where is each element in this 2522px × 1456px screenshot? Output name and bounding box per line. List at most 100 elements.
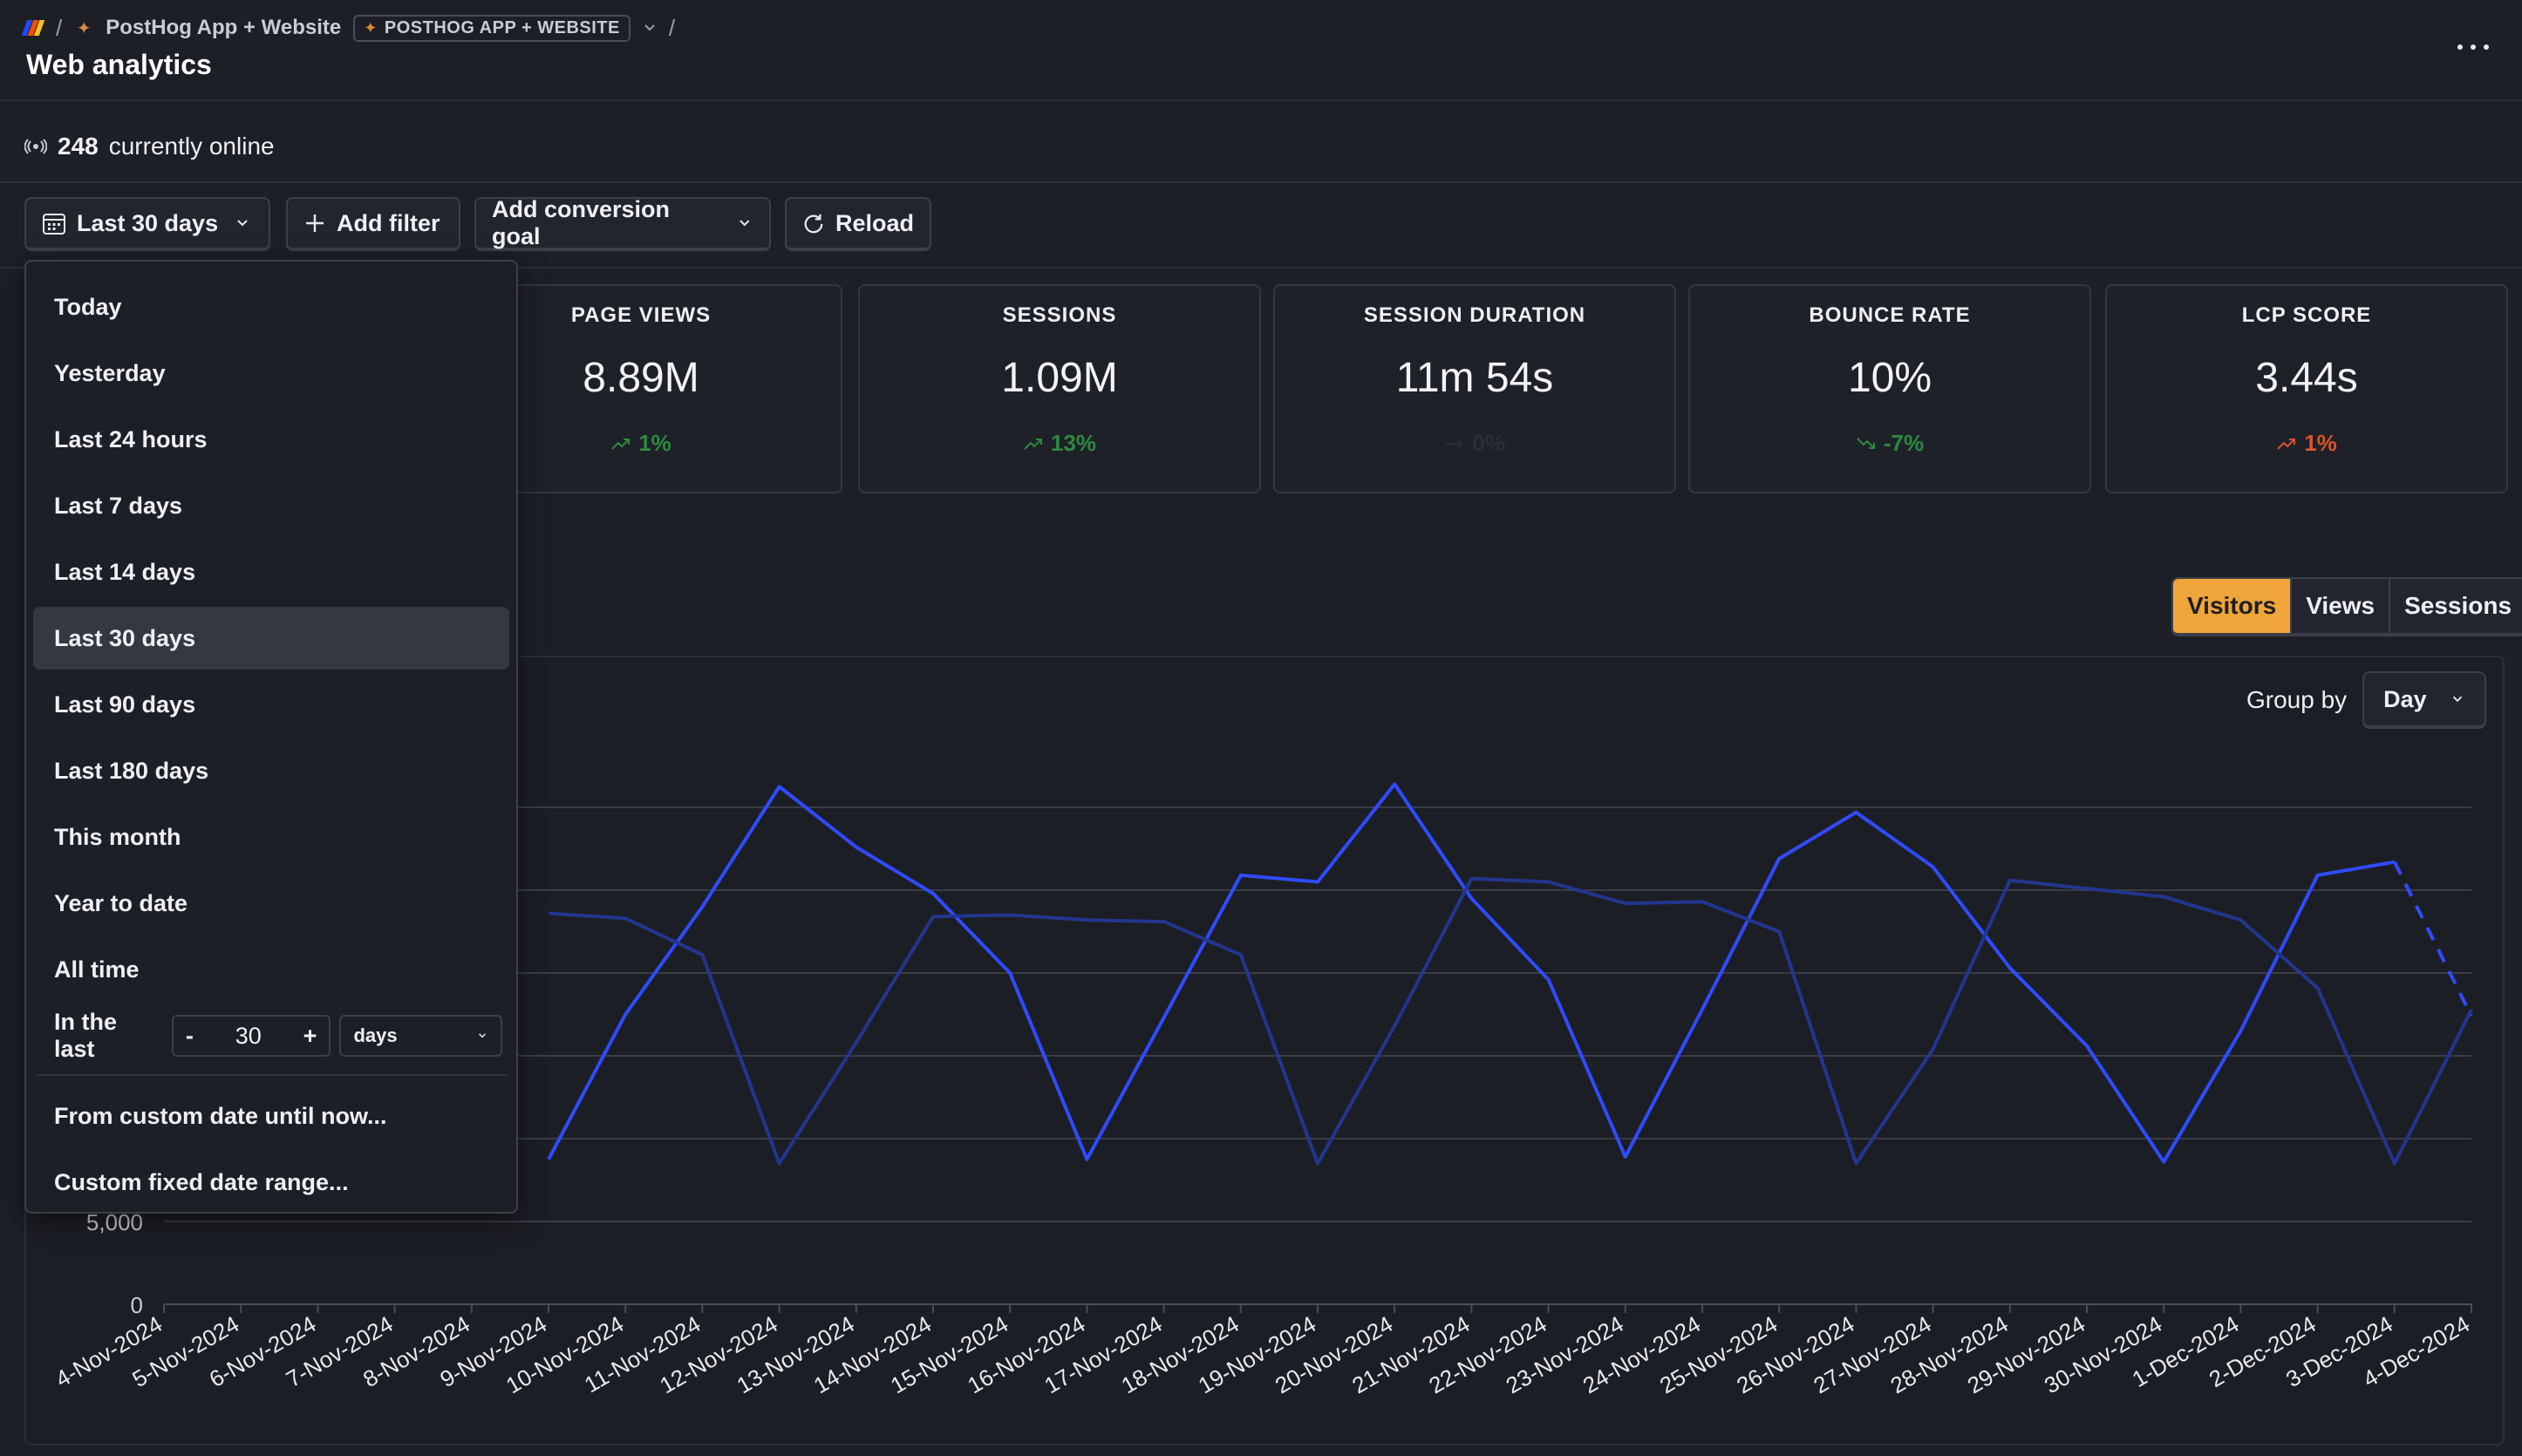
stat-card-lcp-score[interactable]: LCP SCORE 3.44s 1% bbox=[2105, 284, 2508, 493]
trend-up-icon bbox=[1024, 438, 1042, 450]
menu-item-today[interactable]: Today bbox=[54, 293, 122, 320]
menu-item-last-24-hours[interactable]: Last 24 hours bbox=[54, 425, 208, 452]
chevron-down-icon bbox=[740, 220, 750, 227]
stat-value: 8.89M bbox=[583, 355, 699, 401]
page-title: Web analytics bbox=[26, 49, 212, 80]
dot-icon bbox=[2457, 44, 2463, 50]
date-range-menu: Today Yesterday Last 24 hours Last 7 day… bbox=[24, 260, 518, 1214]
breadcrumb-separator: / bbox=[668, 14, 676, 41]
menu-item-last-90-days[interactable]: Last 90 days bbox=[54, 691, 196, 718]
stat-change-value: 0% bbox=[1472, 430, 1505, 456]
party-popper-icon: ✦ bbox=[364, 18, 378, 37]
stat-value: 11m 54s bbox=[1395, 355, 1554, 401]
more-options-button[interactable] bbox=[2452, 31, 2494, 63]
in-the-last-row: In the last - 30 + days bbox=[54, 1009, 502, 1062]
stat-change-value: 1% bbox=[638, 430, 671, 456]
menu-item-all-time[interactable]: All time bbox=[54, 956, 140, 983]
top-bar bbox=[0, 0, 2522, 101]
stat-label: LCP SCORE bbox=[2241, 303, 2372, 327]
increment-button[interactable]: + bbox=[303, 1022, 317, 1049]
divider bbox=[0, 181, 2522, 183]
tab-visitors[interactable]: Visitors bbox=[2173, 579, 2291, 633]
menu-divider bbox=[37, 1074, 508, 1076]
trend-up-icon bbox=[2277, 438, 2296, 450]
menu-item-last-7-days[interactable]: Last 7 days bbox=[54, 492, 183, 519]
online-count: 248 bbox=[58, 133, 99, 160]
add-filter-button[interactable]: Add filter bbox=[286, 197, 460, 251]
tab-sessions[interactable]: Sessions bbox=[2389, 579, 2522, 633]
trend-flat-icon bbox=[1446, 438, 1463, 449]
stat-change: -7% bbox=[1856, 430, 1924, 457]
stat-change: 1% bbox=[610, 430, 671, 457]
stat-card-session-duration[interactable]: SESSION DURATION 11m 54s 0% bbox=[1273, 284, 1676, 493]
group-by-select[interactable]: Day bbox=[2362, 671, 2486, 729]
series-line-incomplete-segment bbox=[2393, 861, 2473, 1017]
stat-change-value: 1% bbox=[2304, 430, 2337, 456]
trend-down-icon bbox=[1857, 437, 1875, 449]
stat-label: BOUNCE RATE bbox=[1809, 303, 1971, 327]
dot-icon bbox=[2471, 44, 2476, 50]
live-users-indicator: 248 currently online bbox=[24, 133, 275, 160]
stat-card-bounce-rate[interactable]: BOUNCE RATE 10% -7% bbox=[1688, 284, 2091, 493]
menu-item-this-month[interactable]: This month bbox=[54, 823, 181, 850]
in-the-last-unit-select[interactable]: days bbox=[339, 1015, 502, 1057]
tab-views[interactable]: Views bbox=[2290, 579, 2389, 633]
chart-metric-tabs: Visitors Views Sessions bbox=[2171, 577, 2522, 636]
broadcast-icon bbox=[24, 139, 47, 154]
group-by-label: Group by bbox=[2246, 686, 2348, 713]
in-the-last-stepper[interactable]: - 30 + bbox=[171, 1015, 331, 1057]
stat-value: 3.44s bbox=[2255, 355, 2358, 401]
divider bbox=[0, 267, 2522, 269]
series-line-1 bbox=[548, 876, 2473, 1166]
reload-label: Reload bbox=[835, 209, 914, 236]
reload-icon bbox=[804, 214, 823, 234]
in-the-last-value[interactable]: 30 bbox=[235, 1022, 262, 1049]
add-filter-label: Add filter bbox=[337, 209, 440, 236]
party-popper-icon: ✦ bbox=[76, 18, 92, 38]
chevron-down-icon bbox=[2452, 696, 2462, 703]
stat-value: 1.09M bbox=[1001, 355, 1118, 401]
environment-badge-label: POSTHOG APP + WEBSITE bbox=[384, 17, 620, 37]
stat-change: 0% bbox=[1444, 430, 1505, 457]
stat-label: PAGE VIEWS bbox=[570, 303, 712, 327]
unit-value: days bbox=[353, 1024, 398, 1046]
date-range-button[interactable]: Last 30 days bbox=[24, 197, 270, 251]
menu-item-last-30-days[interactable]: Last 30 days bbox=[33, 607, 509, 670]
y-tick-label: 5,000 bbox=[86, 1209, 143, 1235]
stat-label: SESSION DURATION bbox=[1363, 303, 1586, 327]
stat-change-value: 13% bbox=[1050, 430, 1097, 456]
chevron-down-icon bbox=[237, 220, 248, 227]
menu-item-yesterday[interactable]: Yesterday bbox=[54, 359, 166, 386]
stat-label: SESSIONS bbox=[1002, 303, 1117, 327]
in-the-last-label: In the last bbox=[54, 1009, 117, 1062]
breadcrumb: / ✦ PostHog App + Website ✦ POSTHOG APP … bbox=[21, 12, 676, 44]
group-by-control: Group by Day bbox=[2246, 671, 2486, 729]
stat-card-sessions[interactable]: SESSIONS 1.09M 13% bbox=[858, 284, 1261, 493]
group-by-value: Day bbox=[2383, 685, 2427, 712]
reload-button[interactable]: Reload bbox=[785, 197, 931, 251]
menu-item-custom-fixed-range[interactable]: Custom fixed date range... bbox=[54, 1168, 349, 1195]
plus-icon bbox=[306, 214, 324, 232]
date-range-label: Last 30 days bbox=[77, 209, 219, 236]
add-conversion-goal-label: Add conversion goal bbox=[492, 196, 671, 249]
stat-change-value: -7% bbox=[1883, 430, 1925, 456]
stat-change: 13% bbox=[1023, 430, 1096, 457]
menu-item-year-to-date[interactable]: Year to date bbox=[54, 889, 188, 916]
breadcrumb-project[interactable]: PostHog App + Website bbox=[106, 16, 342, 39]
menu-item-last-14-days[interactable]: Last 14 days bbox=[54, 558, 196, 585]
online-label: currently online bbox=[108, 133, 275, 160]
chevron-down-icon[interactable] bbox=[643, 21, 657, 35]
environment-badge[interactable]: ✦ POSTHOG APP + WEBSITE bbox=[353, 14, 630, 42]
y-tick-label: 0 bbox=[131, 1292, 143, 1318]
menu-item-custom-until-now[interactable]: From custom date until now... bbox=[54, 1102, 387, 1129]
stat-change: 1% bbox=[2276, 430, 2337, 457]
add-conversion-goal-button[interactable]: Add conversion goal bbox=[474, 196, 771, 251]
stat-value: 10% bbox=[1847, 355, 1932, 401]
decrement-button[interactable]: - bbox=[185, 1022, 194, 1049]
menu-item-last-180-days[interactable]: Last 180 days bbox=[54, 757, 209, 784]
chevron-down-icon bbox=[479, 1033, 486, 1038]
calendar-icon bbox=[43, 214, 65, 235]
trend-up-icon bbox=[611, 438, 630, 450]
breadcrumb-separator: / bbox=[56, 14, 63, 41]
